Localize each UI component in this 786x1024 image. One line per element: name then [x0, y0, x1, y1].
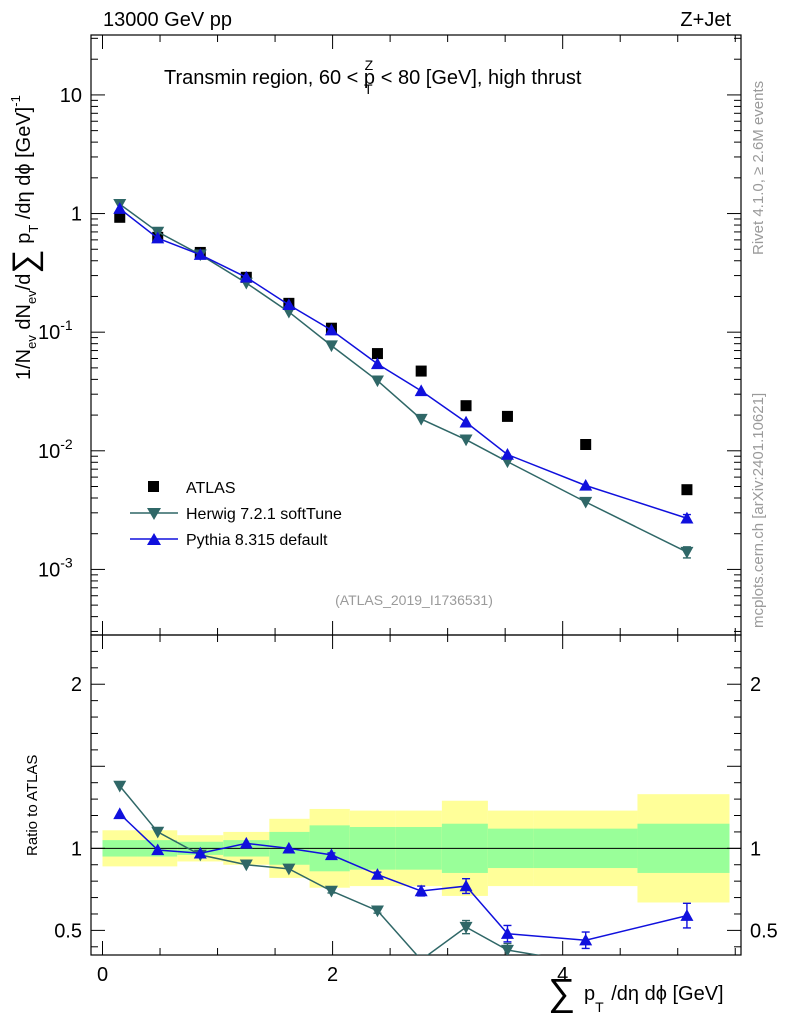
legend-herwig-marker: [147, 508, 161, 520]
pythia-point: [579, 478, 593, 491]
herwig-ratio-line: [119, 785, 542, 955]
ratio-tick-label-left: 2: [71, 674, 82, 696]
pythia-ratio-point: [370, 868, 384, 880]
pythia-ratio-point: [282, 841, 296, 854]
herwig-ratio-point: [680, 958, 693, 970]
legend: ATLAS Herwig 7.2.1 softTune Pythia 8.315…: [130, 480, 342, 549]
ratio-tick-label-left: 1: [71, 838, 82, 860]
y-tick-label-main: 10-3: [38, 554, 73, 581]
pythia-point: [113, 202, 127, 214]
header-left: 13000 GeV pp: [103, 9, 232, 31]
pythia-ratio-point: [579, 933, 593, 946]
y-tick-label-main: 1: [71, 204, 82, 226]
herwig-point: [680, 546, 694, 559]
herwig-point: [579, 496, 593, 509]
herwig-ratio-point: [324, 885, 338, 898]
x-tick-label: 4: [557, 964, 568, 986]
herwig-ratio-point: [282, 863, 296, 876]
ratio-tick-label-left: 0.5: [54, 920, 82, 942]
pythia-ratio-point: [113, 807, 127, 820]
pythia-ratio-point: [151, 843, 165, 856]
main-series: [113, 198, 694, 559]
atlas-point: [580, 438, 592, 450]
ratio-tick-label-right: 2: [750, 674, 761, 696]
y-axis-label-ratio: Ratio to ATLAS: [24, 755, 41, 856]
y-tick-label-main: 10-2: [38, 436, 73, 463]
legend-pythia-marker: [147, 533, 161, 545]
atlas-point: [460, 400, 472, 412]
herwig-point: [324, 340, 338, 353]
pythia-ratio-point: [324, 848, 338, 861]
x-axis-label: ∑ pT /dη dϕ [GeV]: [548, 972, 724, 1015]
side-text-top: Rivet 4.1.0, ≥ 2.6M events: [750, 80, 767, 255]
herwig-line: [119, 203, 688, 553]
herwig-point: [414, 413, 428, 426]
side-text-bottom: mcplots.cern.ch [arXiv:2401.10621]: [750, 392, 767, 628]
herwig-ratio-point: [500, 944, 514, 955]
pythia-line: [119, 208, 688, 519]
herwig-ratio-point: [151, 826, 165, 839]
plot-title-rest: < 80 [GeV], high thrust: [375, 67, 582, 89]
ratio-series: [113, 780, 694, 970]
pythia-point: [151, 231, 165, 244]
pythia-point: [414, 384, 428, 397]
herwig-point: [459, 434, 473, 447]
pythia-point: [370, 357, 384, 370]
analysis-tag: (ATLAS_2019_I1736531): [335, 592, 493, 608]
ratio-tick-label-right: 1: [750, 838, 761, 860]
pythia-ratio-point: [193, 846, 207, 859]
y-axis-label-main: 1/Nev dNev/d∑ pT /dη dϕ [GeV]-1: [6, 95, 44, 380]
svg-text:1/Nev dNev/d∑ pT /dη dϕ [GeV]: 1/Nev dNev/d∑ pT /dη dϕ [GeV]-1: [6, 95, 44, 380]
axis-tick-labels: 0 2 4 10-3 10-2 10-1 1 10 0.5 0.5 1 1 2 2: [38, 85, 778, 986]
herwig-point: [370, 375, 384, 388]
legend-pythia-label: Pythia 8.315 default: [186, 532, 328, 549]
pythia-ratio-point: [500, 927, 514, 939]
pythia-ratio-point: [459, 879, 473, 892]
x-tick-label: 2: [327, 964, 338, 986]
y-tick-label-main: 10: [60, 85, 82, 107]
legend-herwig-label: Herwig 7.2.1 softTune: [186, 506, 342, 523]
plot-title-sup: Z: [365, 57, 374, 73]
pythia-point: [239, 270, 253, 283]
ratio-tick-label-right: 0.5: [750, 920, 778, 942]
atlas-point: [681, 484, 693, 496]
pythia-point: [459, 415, 473, 428]
herwig-ratio-point: [370, 905, 384, 918]
svg-text:pT /dη dϕ [GeV]: pT /dη dϕ [GeV]: [584, 983, 724, 1015]
pythia-point: [500, 448, 514, 460]
atlas-point: [114, 211, 126, 223]
herwig-ratio-point: [414, 954, 428, 955]
pythia-ratio-point: [239, 836, 253, 849]
atlas-point: [371, 348, 383, 360]
header-right: Z+Jet: [680, 9, 731, 31]
pythia-ratio-point: [680, 909, 694, 921]
herwig-ratio-point: [113, 780, 127, 793]
legend-atlas-label: ATLAS: [186, 480, 236, 497]
plot-title-sub: T: [364, 81, 373, 97]
atlas-point: [415, 365, 427, 377]
pythia-ratio-point: [414, 884, 428, 897]
herwig-ratio-point: [459, 921, 473, 934]
herwig-ratio-point: [239, 859, 253, 872]
pythia-point: [193, 248, 207, 260]
plot-title: Transmin region, 60 < pTZ < 80 [GeV], hi…: [164, 57, 582, 97]
legend-atlas-marker: [148, 481, 159, 492]
plot-title-main: Transmin region, 60 < p: [164, 67, 375, 89]
atlas-point: [501, 410, 513, 422]
pythia-point: [680, 511, 694, 524]
axis-ticks: [91, 35, 741, 955]
pythia-point: [324, 323, 338, 336]
pythia-ratio-line: [119, 813, 688, 941]
y-tick-label-main: 10-1: [38, 317, 73, 344]
herwig-ratio-point: [579, 958, 592, 970]
svg-text:∑: ∑: [548, 972, 575, 1014]
x-tick-label: 0: [97, 964, 108, 986]
pythia-point: [282, 298, 296, 311]
